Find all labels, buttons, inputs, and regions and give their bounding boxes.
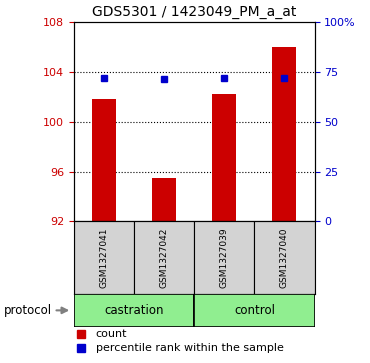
Bar [255, 221, 314, 294]
Bar [194, 221, 255, 294]
Text: GSM1327040: GSM1327040 [280, 228, 289, 288]
Text: GSM1327041: GSM1327041 [100, 228, 108, 288]
Text: control: control [234, 304, 275, 317]
Bar [74, 221, 134, 294]
Bar [134, 221, 194, 294]
Text: GSM1327039: GSM1327039 [220, 227, 229, 288]
Bar [92, 99, 116, 221]
Text: GSM1327042: GSM1327042 [160, 228, 169, 288]
Text: castration: castration [104, 304, 164, 317]
Bar [194, 294, 314, 327]
Text: protocol: protocol [4, 304, 52, 317]
Bar [272, 47, 296, 221]
Bar [74, 294, 194, 327]
Bar [212, 94, 236, 221]
Title: GDS5301 / 1423049_PM_a_at: GDS5301 / 1423049_PM_a_at [92, 5, 296, 19]
Bar [152, 178, 176, 221]
Text: count: count [96, 329, 127, 339]
Text: percentile rank within the sample: percentile rank within the sample [96, 343, 283, 354]
